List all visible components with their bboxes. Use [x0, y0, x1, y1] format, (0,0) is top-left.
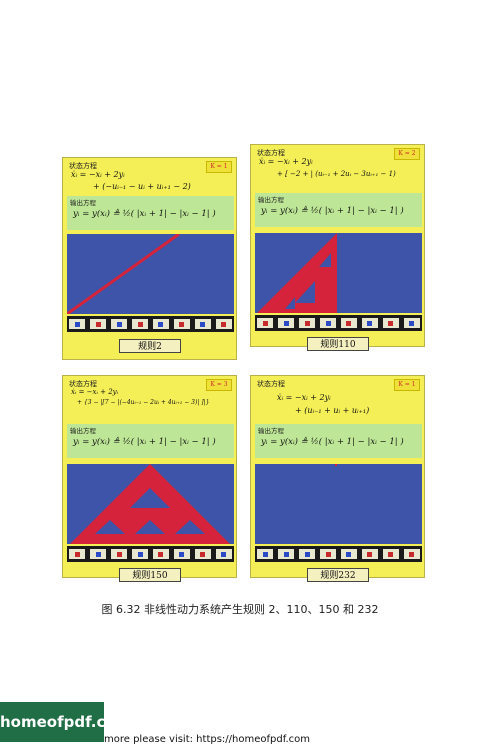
- rule-cell: [362, 549, 378, 559]
- rule-cell: [216, 549, 232, 559]
- rule-cell: [174, 549, 190, 559]
- figure-caption: 图 6.32 非线性动力系统产生规则 2、110、150 和 232: [0, 601, 480, 617]
- rule-cell-strip: [67, 316, 234, 332]
- rule-cell-strip: [67, 546, 234, 562]
- rule-cell: [195, 549, 211, 559]
- output-equation-label: 输出方程: [258, 425, 284, 435]
- rule-cell: [90, 319, 106, 329]
- k-badge: K = 2: [394, 148, 420, 160]
- rule-cell: [216, 319, 232, 329]
- rule-cell-strip: [255, 546, 422, 562]
- output-equation: yᵢ = y(xᵢ) ≜ ½( |xᵢ + 1| − |xᵢ − 1| ): [73, 437, 216, 447]
- rule-150-pattern: [67, 464, 234, 544]
- output-equation-box: 输出方程 yᵢ = y(xᵢ) ≜ ½( |xᵢ + 1| − |xᵢ − 1|…: [67, 424, 234, 458]
- output-equation-label: 输出方程: [258, 194, 284, 204]
- rule-cell: [132, 319, 148, 329]
- rule-cell: [153, 549, 169, 559]
- panel-rule-150: 状态方程 K = 3 ẋᵢ = −xᵢ + 2yᵢ + {3 − |[7 − |…: [62, 375, 237, 578]
- footer-link-text[interactable]: more please visit: https://homeofpdf.com: [104, 734, 310, 745]
- rule-cell: [90, 549, 106, 559]
- output-equation-box: 输出方程 yᵢ = y(xᵢ) ≜ ½( |xᵢ + 1| − |xᵢ − 1|…: [67, 196, 234, 230]
- k-badge: K = 1: [394, 379, 420, 391]
- rule-label: 规则232: [307, 568, 369, 582]
- simulation-display: [67, 234, 234, 314]
- output-equation-label: 输出方程: [70, 197, 96, 207]
- rule-cell: [278, 318, 294, 328]
- rule-cell: [257, 318, 273, 328]
- simulation-display: [255, 464, 422, 544]
- rule-cell: [320, 549, 336, 559]
- output-equation: yᵢ = y(xᵢ) ≜ ½( |xᵢ + 1| − |xᵢ − 1| ): [73, 209, 216, 219]
- rule-cell: [111, 319, 127, 329]
- rule-cell: [320, 318, 336, 328]
- rule-cell: [383, 549, 399, 559]
- rule-cell: [69, 319, 85, 329]
- k-badge: K = 3: [206, 379, 232, 391]
- panel-rule-110: 状态方程 K = 2 ẋᵢ = −xᵢ + 2yᵢ + [ −2 + | (uᵢ…: [250, 144, 425, 347]
- rule-232-pattern: [255, 464, 422, 544]
- output-equation: yᵢ = y(xᵢ) ≜ ½( |xᵢ + 1| − |xᵢ − 1| ): [261, 437, 404, 447]
- rule-cell: [69, 549, 85, 559]
- rule-label: 规则150: [119, 568, 181, 582]
- state-equation-line-1: ẋᵢ = −xᵢ + 2yᵢ: [71, 170, 125, 179]
- rule-cell-strip: [255, 315, 422, 331]
- rule-cell: [299, 549, 315, 559]
- simulation-display: [255, 233, 422, 313]
- state-equation-line-1: ẋᵢ = −xᵢ + 2yᵢ: [259, 157, 313, 166]
- rule-cell: [404, 318, 420, 328]
- state-equation-line-2: + {3 − |[7 − |(−4uᵢ₋₁ − 2uᵢ + 4uᵢ₊₁ − 3)…: [77, 399, 209, 406]
- rule-label: 规则110: [307, 337, 369, 351]
- rule-cell: [299, 318, 315, 328]
- rule-cell: [341, 318, 357, 328]
- output-equation-box: 输出方程 yᵢ = y(xᵢ) ≜ ½( |xᵢ + 1| − |xᵢ − 1|…: [255, 193, 422, 227]
- rule-cell: [278, 549, 294, 559]
- rule-cell: [404, 549, 420, 559]
- simulation-display: [67, 464, 234, 544]
- output-equation-label: 输出方程: [70, 425, 96, 435]
- state-equation-line-1: ẋᵢ = −xᵢ + 2yᵢ: [277, 393, 331, 402]
- panel-rule-2: 状态方程 K = 1 ẋᵢ = −xᵢ + 2yᵢ + (−uᵢ₋₁ − uᵢ …: [62, 157, 237, 360]
- rule-cell: [132, 549, 148, 559]
- rule-cell: [341, 549, 357, 559]
- output-equation: yᵢ = y(xᵢ) ≜ ½( |xᵢ + 1| − |xᵢ − 1| ): [261, 206, 404, 216]
- panel-rule-232: 状态方程 K = 1 ẋᵢ = −xᵢ + 2yᵢ + (uᵢ₋₁ + uᵢ +…: [250, 375, 425, 578]
- site-logo[interactable]: homeofpdf.com: [0, 702, 104, 742]
- rule-cell: [153, 319, 169, 329]
- output-equation-box: 输出方程 yᵢ = y(xᵢ) ≜ ½( |xᵢ + 1| − |xᵢ − 1|…: [255, 424, 422, 458]
- state-equation-label: 状态方程: [257, 379, 285, 389]
- rule-2-pattern: [67, 234, 234, 314]
- k-badge: K = 1: [206, 161, 232, 173]
- state-equation-line-2: + (uᵢ₋₁ + uᵢ + uᵢ₊₁): [295, 406, 369, 415]
- rule-cell: [195, 319, 211, 329]
- state-equation-line-2: + (−uᵢ₋₁ − uᵢ + uᵢ₊₁ − 2): [93, 182, 191, 191]
- rule-110-pattern: [255, 233, 422, 313]
- rule-cell: [383, 318, 399, 328]
- rule-cell: [111, 549, 127, 559]
- rule-cell: [362, 318, 378, 328]
- rule-cell: [257, 549, 273, 559]
- rule-label: 规则2: [119, 339, 181, 353]
- rule-cell: [174, 319, 190, 329]
- state-equation-line-1: ẋᵢ = −xᵢ + 2yᵢ: [71, 388, 118, 396]
- state-equation-line-2: + [ −2 + | (uᵢ₋₁ + 2uᵢ − 3uᵢ₊₁ − 1): [277, 170, 396, 178]
